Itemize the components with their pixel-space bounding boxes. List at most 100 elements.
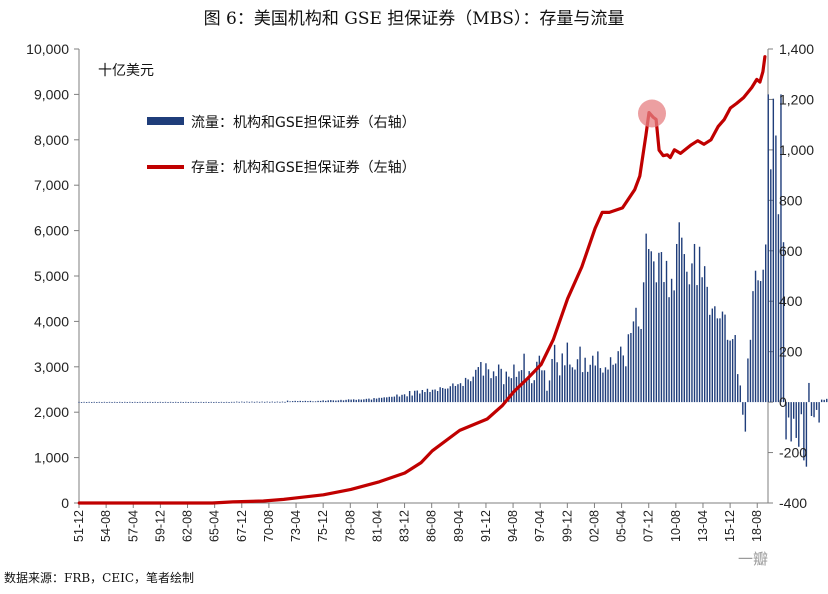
flow-bar <box>469 381 472 403</box>
flow-bar <box>546 390 548 403</box>
flow-bar <box>383 397 385 403</box>
flow-bar <box>528 371 530 403</box>
flow-bar <box>602 372 604 403</box>
flow-bar <box>223 402 225 403</box>
flow-bar <box>269 401 271 403</box>
flow-bar <box>772 98 775 403</box>
flow-bar <box>826 398 828 403</box>
flow-bar <box>396 394 398 403</box>
legend-label-flow: 流量：机构和GSE担保证券（右轴） <box>191 115 416 131</box>
flow-bar <box>297 401 299 403</box>
flow-bar <box>612 364 614 403</box>
flow-bar <box>594 365 597 403</box>
flow-bar <box>678 222 680 403</box>
flow-bar <box>637 326 640 403</box>
flow-bar <box>279 401 281 403</box>
x-tick-label: 57-04 <box>126 510 140 542</box>
flow-bar <box>256 401 258 403</box>
flow-bar <box>653 261 655 403</box>
flow-bar <box>648 249 650 403</box>
flow-bar <box>174 401 177 403</box>
flow-bar <box>681 237 683 403</box>
flow-bar <box>96 402 98 403</box>
flow-bar <box>749 339 752 403</box>
flow-bar <box>246 401 248 403</box>
flow-bar <box>274 401 276 403</box>
flow-bar <box>627 334 630 403</box>
flow-bar <box>431 389 434 403</box>
flow-bar <box>325 400 327 403</box>
flow-bar <box>579 346 581 403</box>
flow-bar <box>800 402 803 415</box>
flow-bar <box>719 318 721 403</box>
flow-bar <box>185 401 187 403</box>
flow-bar <box>747 358 749 403</box>
left-tick-label: 2,000 <box>34 404 69 420</box>
x-tick-label: 67-12 <box>235 510 249 542</box>
flow-bar <box>475 369 477 403</box>
flow-bar <box>452 383 454 403</box>
flow-bar <box>792 402 795 419</box>
flow-bar <box>716 318 719 403</box>
flow-bar <box>286 400 289 403</box>
flow-bar <box>581 372 584 403</box>
flow-bar <box>457 384 459 403</box>
flow-bar <box>556 362 558 403</box>
flow-bar <box>330 400 332 403</box>
flow-bar <box>490 378 492 403</box>
flow-bar <box>726 339 729 403</box>
x-tick-label: 62-08 <box>181 510 195 542</box>
flow-bar <box>83 401 85 403</box>
flow-bar <box>576 359 579 403</box>
flow-bar <box>363 399 365 403</box>
right-tick-label: 1,000 <box>779 142 814 158</box>
flow-bar <box>759 281 762 403</box>
flow-bar <box>703 266 706 403</box>
flow-bar <box>141 402 144 403</box>
flow-bar <box>322 400 324 403</box>
x-tick-label: 78-08 <box>343 510 357 542</box>
flow-bar <box>513 364 515 403</box>
flow-bar <box>482 375 485 403</box>
flow-bar <box>765 244 767 403</box>
flow-bar <box>408 391 411 403</box>
flow-bar <box>78 401 80 403</box>
flow-bar <box>584 357 586 403</box>
flow-bar <box>152 402 154 403</box>
flow-bar <box>464 377 467 403</box>
flow-bar <box>429 392 431 403</box>
flow-bar <box>691 263 693 403</box>
flow-bar <box>167 402 169 403</box>
flow-bar <box>655 282 658 403</box>
flow-bar <box>823 399 825 403</box>
flow-bar <box>169 401 172 403</box>
flow-bar <box>393 396 396 403</box>
highlight-circle <box>638 99 666 128</box>
legend-swatch-flow <box>147 117 184 125</box>
flow-bar <box>599 368 602 403</box>
flow-bar <box>436 391 439 403</box>
flow-bar <box>375 398 378 403</box>
flow-bar <box>172 402 174 403</box>
flow-bar <box>447 388 449 403</box>
flow-bar <box>548 380 551 403</box>
flow-bar <box>686 271 688 403</box>
flow-bar <box>416 390 418 403</box>
flow-bar <box>454 385 457 403</box>
x-tick-label: 91-12 <box>479 510 493 542</box>
x-tick-label: 86-08 <box>425 510 439 542</box>
flow-bar <box>101 402 103 403</box>
flow-bar <box>248 401 251 403</box>
flow-bar <box>642 282 645 403</box>
flow-bar <box>131 402 134 403</box>
flow-bar <box>757 280 759 403</box>
x-tick-label: 18-08 <box>750 510 764 542</box>
flow-bar <box>426 388 429 403</box>
flow-bar <box>815 402 818 410</box>
flow-bar <box>177 402 179 403</box>
flow-bar <box>813 402 815 418</box>
flow-bar <box>609 357 612 403</box>
flow-bar <box>299 400 301 403</box>
flow-bar <box>617 351 619 403</box>
